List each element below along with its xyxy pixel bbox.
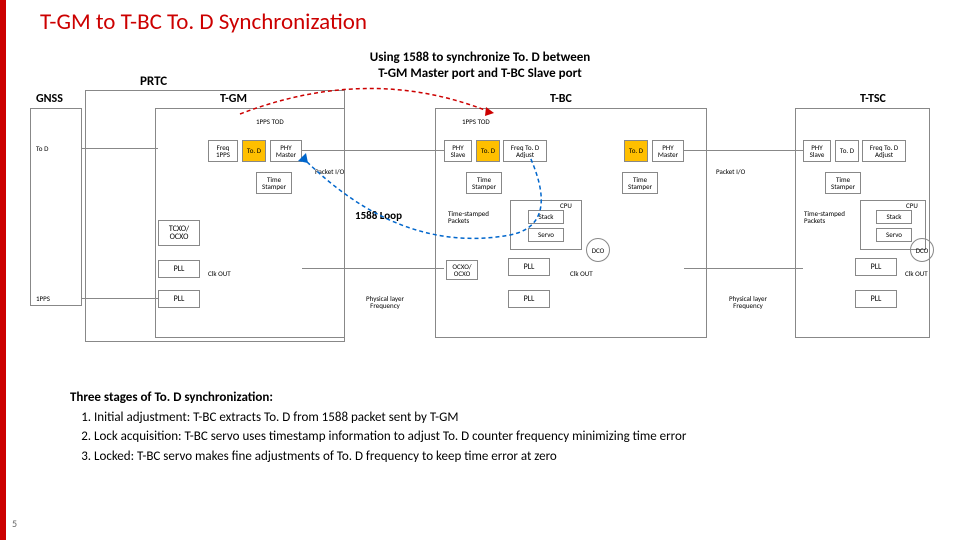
line-bc-tsc (684, 150, 803, 151)
dco-bc: DCO (586, 238, 610, 262)
label-ttsc: T-TSC (860, 92, 886, 106)
stack-tsc: Stack (876, 210, 912, 224)
freq-1pps: Freq 1PPS (208, 140, 238, 162)
stages-title: Three stages of To. D synchronization: (70, 390, 273, 405)
label-tbc: T-BC (550, 92, 572, 106)
phys-freq-2: Physical layer Frequency (718, 295, 778, 310)
tspkts-tsc: Time-stamped Packets (804, 210, 856, 225)
line-gnss-tod (82, 148, 158, 149)
line-gnss-1pps (82, 298, 158, 299)
gnss-1pps: 1PPS (36, 295, 50, 302)
gnss-tod: To D (36, 145, 48, 152)
time-stamper-bc2: Time Stamper (622, 172, 658, 194)
page-number: 5 (12, 517, 17, 530)
tcxo-ocxo: TCXO/ OCXO (158, 220, 200, 246)
stage-2: Lock acquisition: T-BC servo uses timest… (94, 427, 900, 447)
dco-tsc: DCO (910, 238, 934, 262)
pktio-2: Packet I/O (716, 168, 745, 175)
stages-text: Three stages of To. D synchronization: I… (70, 388, 900, 466)
pll-2: PLL (158, 290, 200, 308)
pll-bc2: PLL (508, 290, 550, 308)
line-bc-tsc-clk (684, 268, 803, 269)
pll-1: PLL (158, 260, 200, 278)
freq-tod-tsc: Freq To. D Adjust (862, 140, 906, 162)
line-gm-bc-clk (302, 268, 444, 269)
cpu-tsc-label: CPU (906, 202, 918, 209)
label-prtc: PRTC (140, 74, 167, 89)
sync-diagram: GNSS To D 1PPS PRTC T-GM TCXO/ OCXO PLL … (30, 90, 930, 365)
pll-tsc1: PLL (855, 258, 897, 276)
tod-tsc: To. D (835, 140, 859, 162)
phy-slave-tsc: PHY Slave (803, 140, 831, 162)
servo-tsc: Servo (876, 228, 912, 242)
subtitle-l1: Using 1588 to synchronize To. D between (370, 50, 591, 65)
tbc-clkout: Clk OUT (570, 270, 593, 277)
stage-3: Locked: T-BC servo makes fine adjustment… (94, 447, 900, 467)
pll-tsc2: PLL (855, 290, 897, 308)
tgm-clkout: Clk OUT (208, 270, 231, 277)
page-title: T-GM to T-BC To. D Synchronization (40, 8, 367, 36)
time-stamper-tsc: Time Stamper (825, 172, 861, 194)
tod-bc-out: To. D (624, 140, 648, 162)
phy-master-bc: PHY Master (652, 140, 684, 162)
phys-freq-1: Physical layer Frequency (355, 295, 415, 310)
cpu-bc-label: CPU (560, 202, 572, 209)
curve-top (230, 78, 530, 138)
curve-loop (280, 145, 540, 265)
region-gnss (30, 108, 82, 306)
tod-gm: To. D (242, 140, 266, 162)
label-gnss: GNSS (36, 92, 63, 106)
stage-1: Initial adjustment: T-BC extracts To. D … (94, 408, 900, 428)
ttsc-clkout: Clk OUT (905, 270, 928, 277)
